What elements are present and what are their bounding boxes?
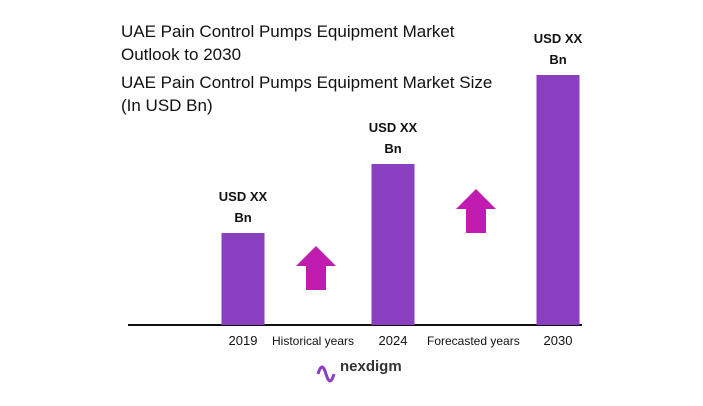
value-label: USD XX Bn xyxy=(218,189,268,225)
value-label: USD XX Bn xyxy=(368,120,418,156)
arrow xyxy=(456,189,496,233)
logo-icon xyxy=(316,365,336,383)
chart-subtitle: UAE Pain Control Pumps Equipment Market … xyxy=(121,73,493,115)
annotation: Historical years xyxy=(272,334,355,348)
brand: nexdigm xyxy=(340,358,402,375)
value-label: USD XX Bn xyxy=(533,31,583,67)
chart-title: UAE Pain Control Pumps Equipment Market … xyxy=(121,22,455,64)
bar xyxy=(371,164,415,325)
arrow xyxy=(296,246,336,290)
x-tick-label: 2030 xyxy=(543,333,573,348)
bar xyxy=(536,75,580,325)
x-tick-label: 2024 xyxy=(378,333,408,348)
annotation: Forecasted years xyxy=(427,334,520,348)
bar xyxy=(221,233,265,325)
x-tick-label: 2019 xyxy=(228,333,258,348)
